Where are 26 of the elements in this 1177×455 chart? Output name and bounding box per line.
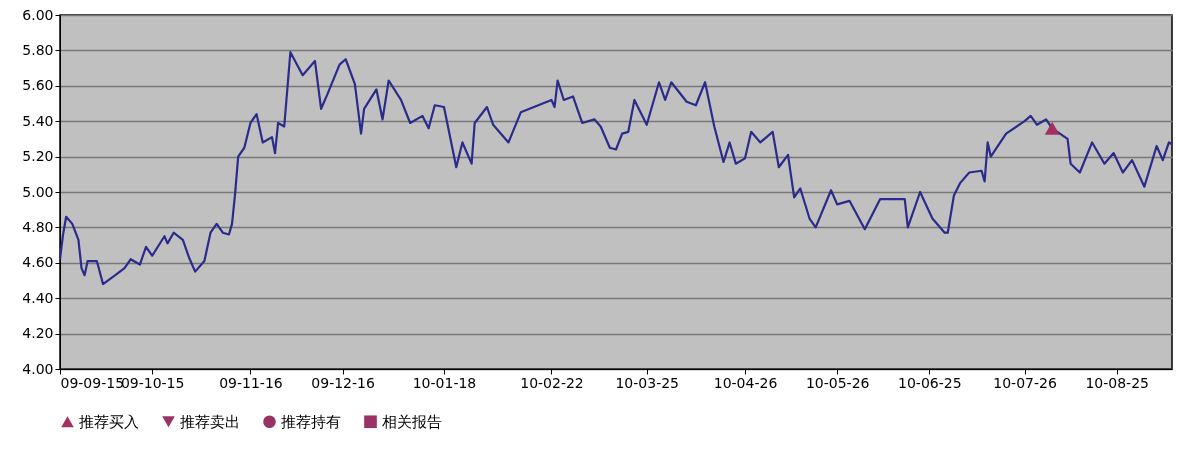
line-series	[58, 51, 1174, 286]
x-tick-label: 10-01-18	[412, 374, 477, 391]
y-tick-label: 4.80	[22, 218, 54, 235]
legend-label: 推荐持有	[281, 412, 341, 431]
y-tick-label: 5.40	[22, 112, 54, 129]
x-tick-label: 09-11-16	[219, 374, 283, 391]
x-tick-label: 10-06-25	[898, 374, 962, 391]
legend-label: 推荐买入	[79, 412, 139, 431]
y-tick-label: 4.60	[22, 254, 54, 271]
y-tick-label: 5.00	[22, 183, 54, 200]
y-tick-label: 5.60	[22, 77, 54, 94]
y-tick-label: 4.40	[22, 289, 54, 306]
x-tick-label: 10-03-25	[615, 374, 679, 391]
x-tick-label: 09-12-16	[311, 374, 375, 391]
x-tick-label: 10-04-26	[713, 374, 778, 391]
x-tick-label: 10-08-25	[1085, 374, 1149, 391]
y-tick-label: 4.20	[22, 325, 54, 342]
y-tick-label: 5.80	[22, 41, 54, 58]
y-tick-label: 5.20	[22, 148, 54, 165]
y-tick-label: 4.00	[22, 360, 54, 377]
x-tick-label: 10-02-22	[520, 374, 584, 391]
legend-label: 相关报告	[382, 412, 442, 431]
legend-label: 推荐卖出	[180, 412, 240, 431]
x-tick-label: 10-07-26	[993, 374, 1057, 391]
y-tick-label: 6.00	[22, 6, 54, 23]
x-tick-label: 10-05-26	[805, 374, 870, 391]
